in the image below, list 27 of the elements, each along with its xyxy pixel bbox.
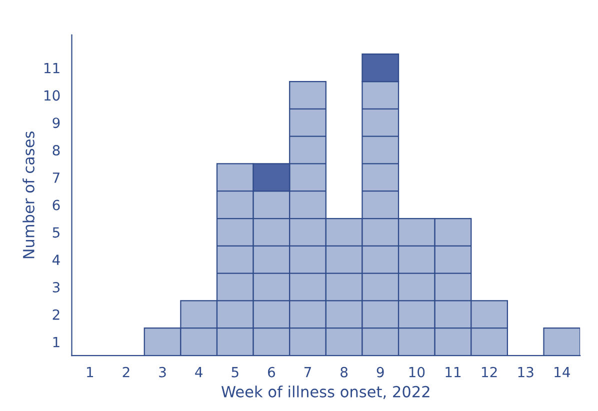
y-tick-label: 9 <box>52 118 60 128</box>
y-tick-label: 8 <box>52 144 60 156</box>
y-tick-label: 4 <box>52 254 60 265</box>
y-axis-title: Number of cases <box>22 132 34 258</box>
x-tick-label: 14 <box>554 367 570 378</box>
x-tick-label: 4 <box>195 367 202 378</box>
x-tick-label: 1 <box>87 367 94 378</box>
x-tick-label: 6 <box>268 366 275 378</box>
x-tick-label: 11 <box>446 367 461 378</box>
x-tick-label: 13 <box>518 366 534 378</box>
x-tick-label: 5 <box>232 367 238 378</box>
y-tick-label: 3 <box>52 282 60 292</box>
x-tick-label: 10 <box>409 366 425 378</box>
x-tick-label: 2 <box>122 366 130 378</box>
y-tick-label: 1 <box>53 336 60 348</box>
x-tick-label: 8 <box>340 366 348 378</box>
x-axis-title: Week of illness onset, 2022 <box>221 386 430 400</box>
x-tick-label: 9 <box>376 366 384 378</box>
y-tick-label: 6 <box>52 200 60 210</box>
y-tick-label: 2 <box>52 309 60 320</box>
x-tick-label: 3 <box>159 366 166 378</box>
y-tick-label: 11 <box>44 62 60 74</box>
x-tick-label: 7 <box>304 367 311 378</box>
y-tick-label: 7 <box>52 172 60 183</box>
y-tick-label: 10 <box>44 90 60 101</box>
y-tick-label: 5 <box>52 227 60 238</box>
x-tick-label: 12 <box>482 366 497 378</box>
